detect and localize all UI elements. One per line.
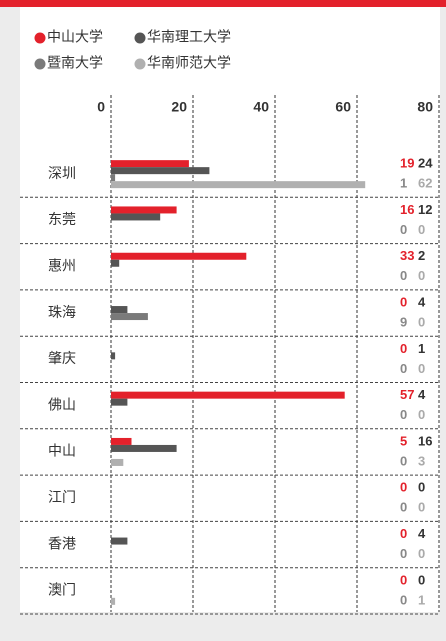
bar bbox=[111, 597, 116, 605]
bar bbox=[111, 398, 128, 406]
value-label: 0 bbox=[418, 314, 425, 329]
bar bbox=[111, 174, 116, 182]
bar bbox=[111, 306, 128, 314]
legend-label: 华南理工大学 bbox=[147, 29, 231, 45]
bar bbox=[111, 352, 116, 360]
category-label: 香港 bbox=[48, 535, 76, 551]
value-label: 4 bbox=[418, 526, 426, 541]
bar bbox=[111, 213, 161, 221]
value-label: 5 bbox=[400, 433, 407, 448]
bar bbox=[111, 391, 345, 399]
value-label: 2 bbox=[418, 248, 425, 263]
bar bbox=[111, 252, 247, 260]
bar bbox=[111, 458, 124, 466]
x-tick-label: 20 bbox=[171, 99, 187, 115]
value-label: 24 bbox=[418, 156, 433, 171]
value-label: 1 bbox=[418, 341, 425, 356]
bar bbox=[111, 206, 177, 214]
bar bbox=[111, 259, 120, 267]
category-label: 珠海 bbox=[48, 304, 76, 320]
value-label: 0 bbox=[418, 500, 425, 515]
value-label: 0 bbox=[400, 592, 407, 607]
top-bar bbox=[0, 0, 446, 7]
value-label: 4 bbox=[418, 294, 426, 309]
value-label: 3 bbox=[418, 453, 425, 468]
legend-swatch bbox=[134, 32, 146, 44]
value-label: 0 bbox=[400, 526, 407, 541]
x-tick-label: 60 bbox=[335, 99, 351, 115]
value-label: 0 bbox=[418, 361, 425, 376]
category-label: 中山 bbox=[48, 443, 76, 459]
value-label: 19 bbox=[400, 156, 414, 171]
value-label: 0 bbox=[418, 222, 425, 237]
bar bbox=[111, 537, 128, 545]
legend-swatch bbox=[34, 58, 46, 70]
bar bbox=[111, 444, 177, 452]
value-label: 0 bbox=[400, 546, 407, 561]
value-label: 0 bbox=[400, 268, 407, 283]
legend-swatch bbox=[34, 32, 46, 44]
category-label: 佛山 bbox=[48, 396, 76, 412]
value-label: 0 bbox=[418, 480, 425, 495]
value-label: 0 bbox=[418, 546, 425, 561]
value-label: 0 bbox=[400, 572, 407, 587]
bar bbox=[111, 181, 366, 189]
value-label: 0 bbox=[400, 453, 407, 468]
legend-label: 中山大学 bbox=[47, 29, 103, 45]
category-label: 肇庆 bbox=[48, 350, 76, 366]
category-label: 深圳 bbox=[48, 165, 76, 181]
value-label: 1 bbox=[400, 176, 407, 191]
value-label: 1 bbox=[418, 592, 425, 607]
value-label: 0 bbox=[418, 407, 425, 422]
category-label: 澳门 bbox=[48, 582, 76, 598]
value-label: 62 bbox=[418, 176, 432, 191]
category-label: 惠州 bbox=[48, 257, 76, 273]
value-label: 33 bbox=[400, 248, 414, 263]
panel bbox=[20, 7, 440, 612]
value-label: 0 bbox=[400, 294, 407, 309]
x-tick-label: 80 bbox=[417, 99, 433, 115]
bar bbox=[111, 167, 210, 175]
legend-label: 华南师范大学 bbox=[147, 55, 231, 71]
value-label: 4 bbox=[418, 387, 426, 402]
bar bbox=[111, 437, 132, 445]
value-label: 57 bbox=[400, 387, 414, 402]
value-label: 0 bbox=[418, 268, 425, 283]
value-label: 0 bbox=[400, 222, 407, 237]
category-label: 东莞 bbox=[48, 211, 76, 227]
value-label: 0 bbox=[400, 500, 407, 515]
legend-swatch bbox=[134, 58, 146, 70]
legend-label: 暨南大学 bbox=[47, 55, 103, 71]
value-label: 0 bbox=[400, 361, 407, 376]
value-label: 16 bbox=[418, 433, 432, 448]
value-label: 0 bbox=[418, 572, 425, 587]
value-label: 0 bbox=[400, 341, 407, 356]
value-label: 0 bbox=[400, 407, 407, 422]
value-label: 16 bbox=[400, 202, 414, 217]
value-label: 0 bbox=[400, 480, 407, 495]
bar bbox=[111, 160, 189, 168]
value-label: 9 bbox=[400, 314, 407, 329]
bar bbox=[111, 313, 148, 321]
category-label: 江门 bbox=[48, 489, 76, 505]
value-label: 12 bbox=[418, 202, 432, 217]
x-tick-label: 0 bbox=[97, 99, 105, 115]
x-tick-label: 40 bbox=[253, 99, 269, 115]
